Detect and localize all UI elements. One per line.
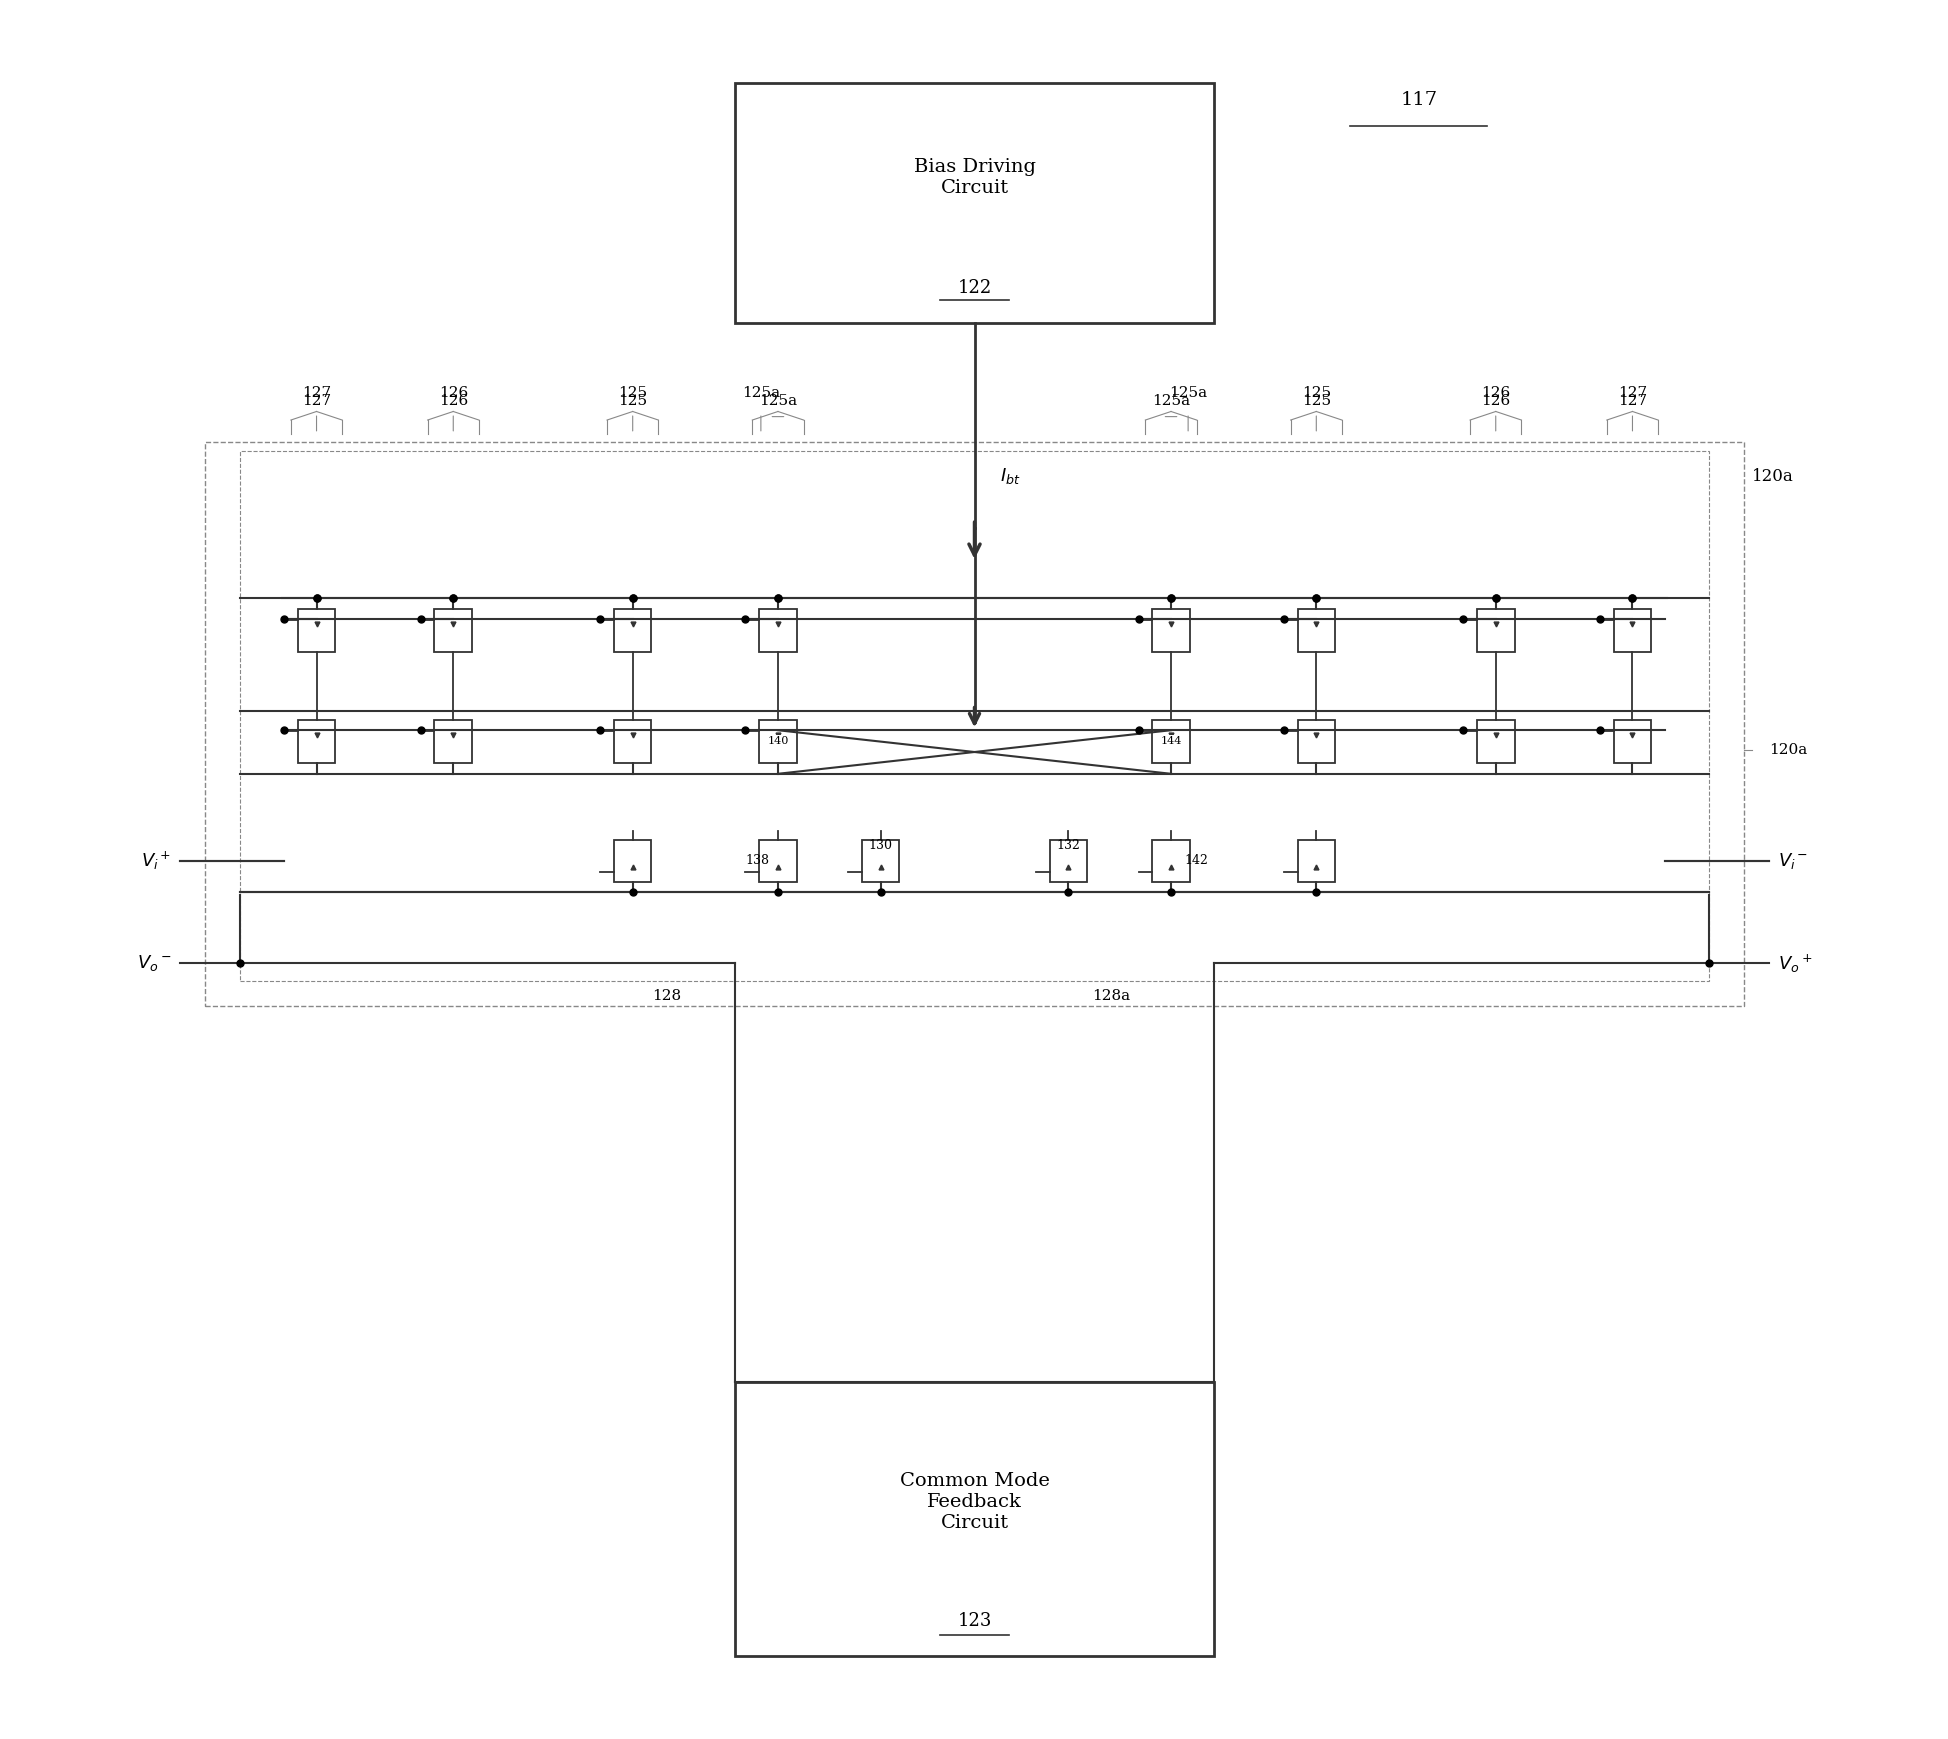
Text: Common Mode
Feedback
Circuit: Common Mode Feedback Circuit: [900, 1471, 1048, 1532]
Bar: [1297, 609, 1334, 652]
Bar: [257, 450, 871, 963]
Bar: [1613, 720, 1650, 763]
Bar: [614, 720, 651, 763]
Text: 125: 125: [618, 386, 647, 400]
Bar: [614, 840, 651, 882]
Text: 125: 125: [1301, 386, 1330, 400]
Text: 117: 117: [1399, 92, 1438, 110]
Bar: [861, 840, 898, 882]
Bar: [734, 1383, 1214, 1656]
Text: 126: 126: [438, 386, 468, 400]
Bar: [1613, 609, 1650, 652]
Text: 122: 122: [956, 278, 992, 297]
Bar: [1077, 450, 1691, 963]
Text: 125: 125: [1301, 395, 1330, 409]
Text: 127: 127: [302, 395, 331, 409]
Text: $V_i$$^+$: $V_i$$^+$: [140, 850, 171, 871]
Bar: [1297, 840, 1334, 882]
Text: 125a: 125a: [1169, 386, 1206, 400]
Bar: [1297, 720, 1334, 763]
Text: 125a: 125a: [758, 395, 797, 409]
Text: 125a: 125a: [1151, 395, 1190, 409]
Bar: [298, 720, 335, 763]
Text: 142: 142: [1184, 854, 1208, 868]
Text: 128: 128: [653, 989, 682, 1003]
Bar: [1050, 840, 1087, 882]
Text: 144: 144: [1159, 736, 1180, 746]
Bar: [614, 609, 651, 652]
Bar: [1151, 609, 1188, 652]
Text: $V_o$$^-$: $V_o$$^-$: [136, 953, 171, 974]
Text: 123: 123: [956, 1612, 992, 1629]
Text: 132: 132: [1056, 840, 1079, 852]
Bar: [240, 450, 1708, 981]
Text: $I_{bt}$: $I_{bt}$: [999, 466, 1021, 487]
Text: 127: 127: [1617, 386, 1646, 400]
Bar: [434, 609, 471, 652]
Bar: [760, 609, 797, 652]
Text: 140: 140: [768, 736, 789, 746]
Bar: [1151, 840, 1188, 882]
Bar: [298, 609, 335, 652]
Text: 130: 130: [869, 840, 892, 852]
Bar: [205, 442, 1743, 1007]
Bar: [760, 720, 797, 763]
Bar: [1151, 720, 1188, 763]
Text: 127: 127: [302, 386, 331, 400]
Text: 126: 126: [1480, 395, 1510, 409]
Bar: [734, 83, 1214, 323]
Text: 120a: 120a: [1751, 468, 1792, 485]
Text: 138: 138: [744, 854, 769, 868]
Bar: [434, 720, 471, 763]
Text: 126: 126: [1480, 386, 1510, 400]
Text: 126: 126: [438, 395, 468, 409]
Bar: [1477, 609, 1514, 652]
Text: 125: 125: [618, 395, 647, 409]
Text: $V_o$$^+$: $V_o$$^+$: [1777, 953, 1812, 974]
Text: 125a: 125a: [742, 386, 779, 400]
Bar: [760, 840, 797, 882]
Text: 127: 127: [1617, 395, 1646, 409]
Bar: [1477, 720, 1514, 763]
Text: 128a: 128a: [1091, 989, 1130, 1003]
Text: 120a: 120a: [1769, 743, 1806, 756]
Text: Bias Driving
Circuit: Bias Driving Circuit: [914, 158, 1034, 197]
Text: $V_i$$^-$: $V_i$$^-$: [1777, 850, 1808, 871]
